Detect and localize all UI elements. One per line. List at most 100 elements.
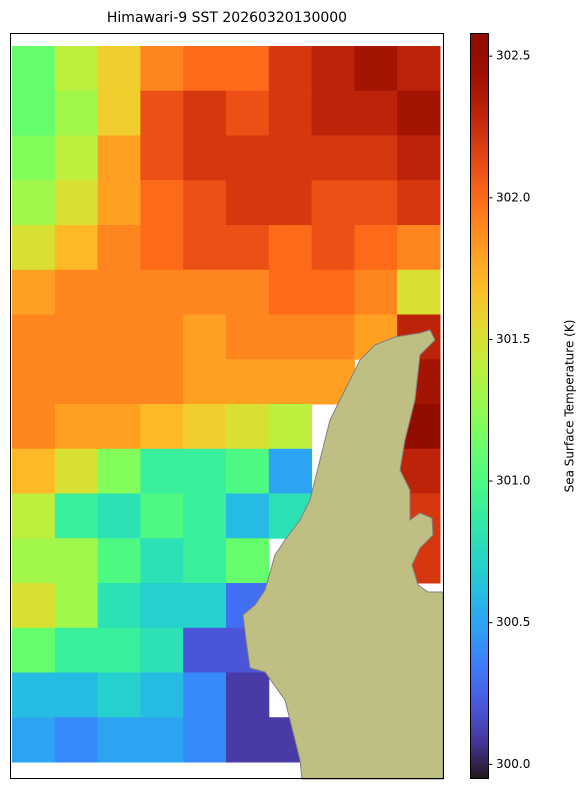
sst-cell (183, 672, 227, 718)
sst-cell (140, 359, 184, 405)
sst-cell (140, 493, 184, 539)
sst-cell (140, 225, 184, 271)
sst-cell (97, 717, 141, 763)
sst-grid (12, 46, 441, 763)
sst-cell (183, 627, 227, 673)
sst-cell (226, 359, 270, 405)
sst-cell (268, 314, 313, 360)
sst-cell (97, 269, 141, 315)
sst-cell (183, 404, 227, 450)
sst-cell (140, 135, 184, 181)
sst-cell (12, 717, 56, 763)
sst-cell (140, 717, 184, 763)
sst-cell (183, 538, 227, 584)
sst-cell (226, 448, 270, 494)
sst-cell (311, 314, 355, 360)
sst-cell (54, 225, 99, 271)
sst-cell (226, 717, 270, 763)
sst-cell (397, 180, 441, 226)
map-frame (10, 33, 444, 779)
sst-cell (354, 180, 398, 226)
sst-cell (183, 448, 227, 494)
sst-cell (226, 314, 270, 360)
sst-cell (226, 493, 270, 539)
sst-cell (97, 225, 141, 271)
sst-cell (12, 314, 56, 360)
sst-cell (354, 46, 398, 92)
colorbar-tick-label: 300.0 (496, 757, 530, 771)
sst-cell (12, 135, 56, 181)
sst-cell (140, 538, 184, 584)
sst-cell (12, 46, 56, 92)
sst-cell (97, 359, 141, 405)
colorbar-tick-label: 301.0 (496, 474, 530, 488)
sst-cell (268, 448, 313, 494)
sst-cell (54, 448, 99, 494)
sst-cell (97, 448, 141, 494)
sst-cell (311, 90, 355, 136)
sst-cell (97, 627, 141, 673)
sst-cell (97, 180, 141, 226)
sst-cell (140, 269, 184, 315)
sst-cell (183, 90, 227, 136)
sst-cell (397, 225, 441, 271)
sst-cell (12, 180, 56, 226)
colorbar-tick-label: 300.5 (496, 615, 530, 629)
sst-cell (226, 135, 270, 181)
sst-cell (140, 46, 184, 92)
sst-cell (12, 404, 56, 450)
sst-cell (226, 46, 270, 92)
sst-cell (140, 404, 184, 450)
sst-cell (140, 90, 184, 136)
sst-cell (140, 448, 184, 494)
map-title: Himawari-9 SST 20260320130000 (107, 10, 347, 26)
sst-cell (268, 90, 313, 136)
sst-cell (54, 135, 99, 181)
colorbar-label: Sea Surface Temperature (K) (563, 320, 577, 493)
sst-cell (140, 314, 184, 360)
sst-cell (183, 359, 227, 405)
colorbar-tick-label: 302.5 (496, 49, 530, 63)
sst-cell (268, 404, 313, 450)
sst-cell (54, 314, 99, 360)
sst-cell (97, 493, 141, 539)
sst-cell (226, 225, 270, 271)
sst-cell (311, 180, 355, 226)
sst-cell (97, 672, 141, 718)
sst-cell (183, 314, 227, 360)
sst-cell (311, 269, 355, 315)
sst-cell (140, 583, 184, 629)
sst-cell (12, 493, 56, 539)
sst-cell (268, 359, 313, 405)
sst-cell (54, 538, 99, 584)
sst-cell (354, 90, 398, 136)
sst-cell (12, 448, 56, 494)
sst-cell (226, 90, 270, 136)
colorbar-tick-label: 302.0 (496, 190, 530, 204)
sst-cell (12, 627, 56, 673)
sst-cell (397, 135, 441, 181)
sst-cell (311, 46, 355, 92)
sst-cell (311, 225, 355, 271)
sst-cell (397, 269, 441, 315)
sst-cell (226, 672, 270, 718)
sst-cell (97, 90, 141, 136)
sst-cell (183, 180, 227, 226)
sst-cell (268, 180, 313, 226)
sst-cell (12, 90, 56, 136)
sst-cell (12, 538, 56, 584)
sst-cell (183, 269, 227, 315)
sst-cell (354, 269, 398, 315)
sst-cell (183, 717, 227, 763)
sst-cell (97, 314, 141, 360)
sst-cell (54, 627, 99, 673)
colorbar (470, 33, 489, 779)
sst-cell (97, 538, 141, 584)
sst-cell (54, 359, 99, 405)
sst-cell (97, 46, 141, 92)
sst-cell (54, 46, 99, 92)
sst-cell (140, 180, 184, 226)
sst-cell (12, 225, 56, 271)
land (242, 329, 444, 780)
